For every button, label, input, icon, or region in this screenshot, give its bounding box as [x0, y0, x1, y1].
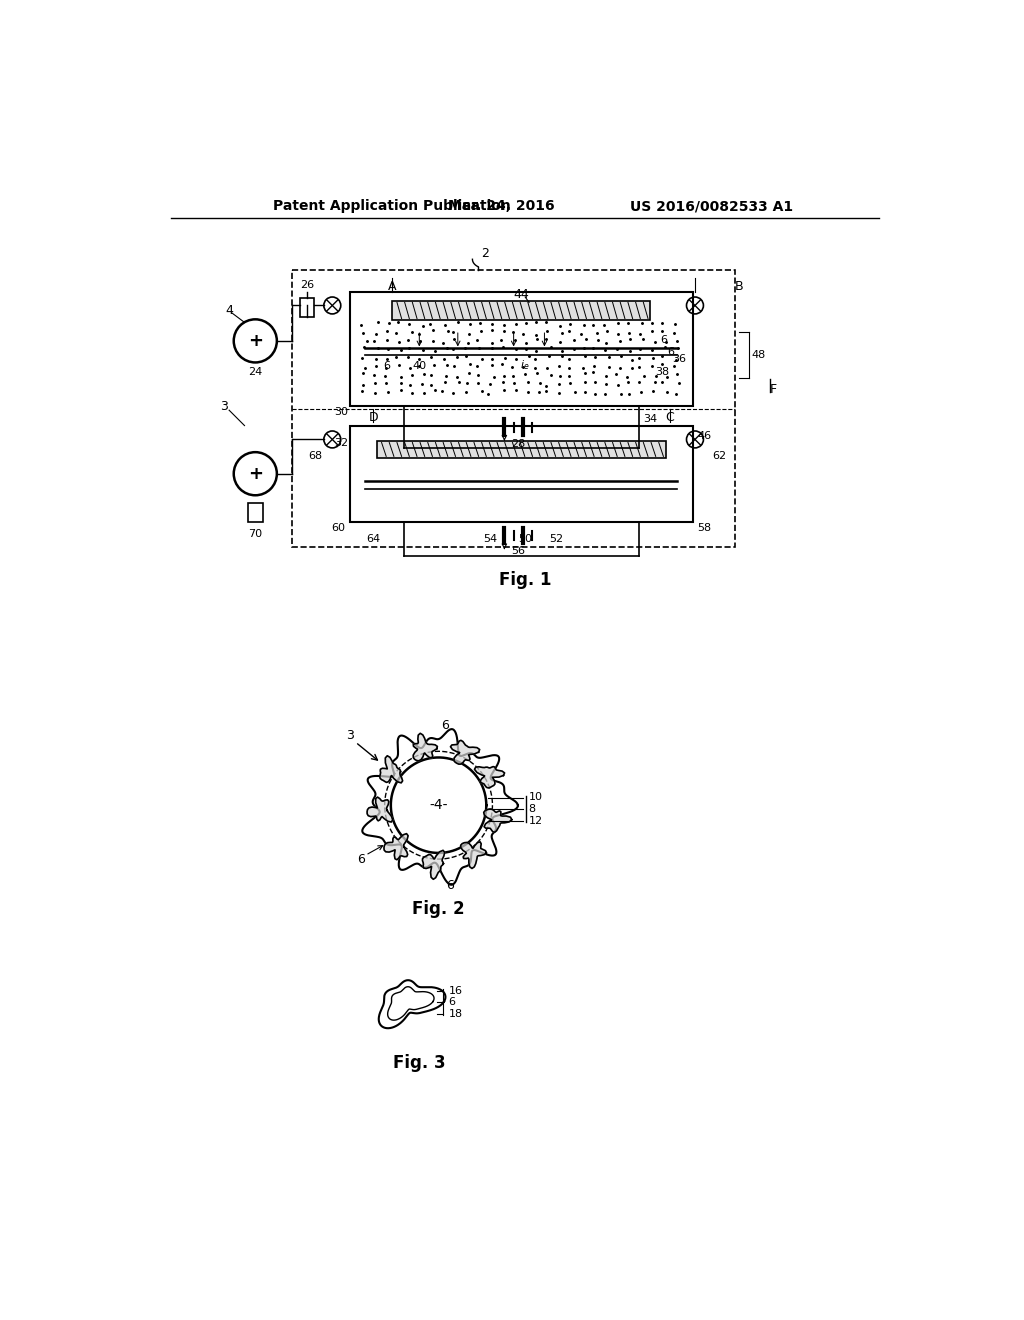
Polygon shape [367, 797, 393, 822]
Text: US 2016/0082533 A1: US 2016/0082533 A1 [630, 199, 793, 213]
Text: C: C [666, 412, 674, 425]
Text: 50: 50 [518, 533, 532, 544]
Text: 68: 68 [308, 451, 323, 462]
Text: 70: 70 [248, 529, 262, 539]
Text: 18: 18 [449, 1008, 463, 1019]
Bar [248, 503, 263, 523]
Text: 28: 28 [511, 440, 525, 449]
Text: 10: 10 [528, 792, 543, 803]
Polygon shape [483, 809, 512, 832]
Text: 6: 6 [446, 879, 454, 892]
Text: 3: 3 [346, 730, 354, 742]
Text: B: B [734, 280, 743, 293]
Text: 36: 36 [672, 354, 686, 364]
Polygon shape [423, 850, 444, 879]
Bar [300, 298, 313, 317]
Polygon shape [474, 767, 505, 788]
Text: 3: 3 [220, 400, 228, 413]
Text: 62: 62 [713, 451, 727, 462]
Text: Fig. 2: Fig. 2 [413, 900, 465, 919]
Text: 6: 6 [383, 360, 390, 371]
Text: 2: 2 [481, 247, 488, 260]
Text: 6: 6 [357, 853, 366, 866]
Text: 6: 6 [449, 998, 456, 1007]
Text: D: D [369, 412, 378, 425]
Polygon shape [461, 842, 486, 869]
Text: Fig. 1: Fig. 1 [499, 570, 551, 589]
Text: 48: 48 [751, 350, 765, 360]
Text: Patent Application Publication: Patent Application Publication [273, 199, 511, 213]
Text: 6: 6 [668, 347, 675, 356]
Polygon shape [384, 834, 409, 859]
Text: F: F [770, 383, 777, 396]
Text: 52: 52 [549, 533, 563, 544]
Text: 30: 30 [334, 407, 348, 417]
Text: 6: 6 [659, 335, 667, 345]
Text: 38: 38 [654, 367, 669, 376]
Text: 24: 24 [248, 367, 262, 376]
Text: 16: 16 [449, 986, 463, 995]
Polygon shape [380, 756, 402, 783]
Text: +: + [248, 465, 263, 483]
Text: 34: 34 [643, 414, 657, 425]
Bar [377, 441, 666, 458]
Text: 12: 12 [528, 816, 543, 825]
Text: 58: 58 [697, 523, 712, 533]
Text: 6: 6 [440, 718, 449, 731]
Polygon shape [414, 734, 437, 760]
Text: 64: 64 [366, 533, 380, 544]
Text: Mar. 24, 2016: Mar. 24, 2016 [447, 199, 554, 213]
Text: +: + [248, 331, 263, 350]
Text: Fig. 3: Fig. 3 [393, 1055, 445, 1072]
Text: 32: 32 [334, 437, 348, 447]
Text: $i_e$: $i_e$ [520, 359, 530, 372]
Polygon shape [451, 741, 479, 764]
Text: 40: 40 [413, 360, 426, 371]
Text: 44: 44 [513, 288, 529, 301]
Text: 54: 54 [483, 533, 498, 544]
Bar [292, 271, 735, 548]
Text: -4-: -4- [429, 799, 447, 812]
Text: A: A [388, 280, 396, 293]
Bar [350, 292, 692, 405]
Text: 4: 4 [225, 304, 233, 317]
Bar [392, 301, 650, 321]
Text: 26: 26 [300, 280, 314, 290]
Text: 46: 46 [697, 432, 712, 441]
Text: 8: 8 [528, 804, 536, 814]
Bar [350, 425, 692, 521]
Text: 60: 60 [332, 523, 345, 533]
Text: 56: 56 [511, 546, 525, 556]
